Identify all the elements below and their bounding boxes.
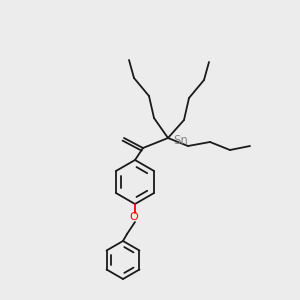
- Text: O: O: [130, 212, 138, 222]
- Text: Sn: Sn: [173, 134, 188, 146]
